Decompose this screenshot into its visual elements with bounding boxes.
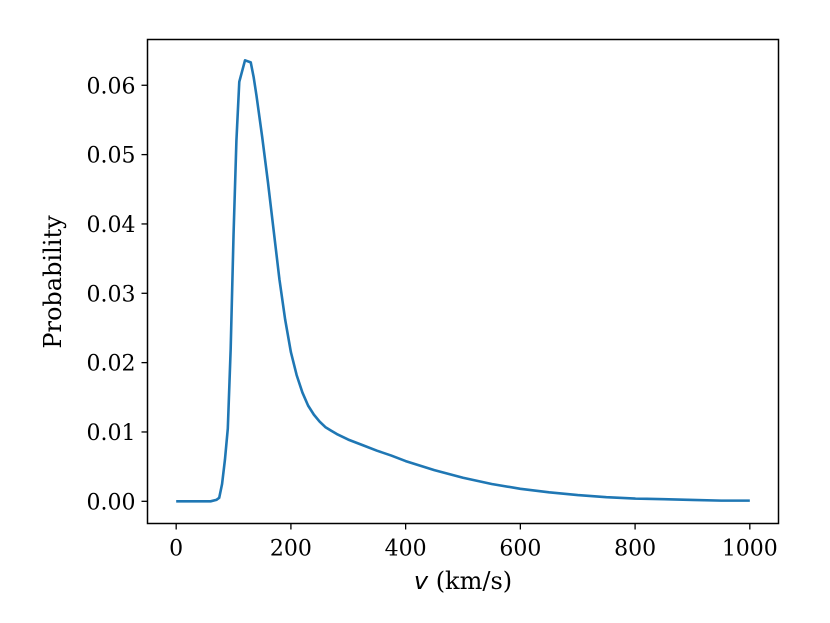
y-axis-label: Probability (39, 215, 67, 349)
x-tick-label: 600 (499, 537, 541, 562)
y-tick-label: 0.05 (87, 144, 136, 169)
x-axis-label: v (km/s) (414, 567, 512, 595)
y-tick-label: 0.03 (87, 282, 136, 307)
probability-series-line (176, 59, 750, 503)
y-tick-label: 0.02 (87, 352, 136, 377)
x-tick-label: 200 (270, 537, 312, 562)
y-tick-label: 0.04 (87, 213, 136, 238)
plot-area (176, 59, 750, 503)
y-tick-label: 0.01 (87, 421, 136, 446)
y-axis-ticks: 0.00 0.01 0.02 0.03 0.04 0.05 0.06 (87, 74, 148, 515)
y-tick-label: 0.00 (87, 490, 136, 515)
y-tick-label: 0.06 (87, 74, 136, 99)
x-tick-label: 800 (614, 537, 656, 562)
x-tick-label: 400 (385, 537, 427, 562)
x-axis-label-unit: (km/s) (428, 567, 512, 595)
x-axis-ticks: 0 200 400 600 800 1000 (169, 523, 778, 562)
x-tick-label: 1000 (722, 537, 778, 562)
x-tick-label: 0 (169, 537, 183, 562)
axes-frame (146, 38, 780, 525)
x-axis-label-variable: v (414, 567, 429, 595)
